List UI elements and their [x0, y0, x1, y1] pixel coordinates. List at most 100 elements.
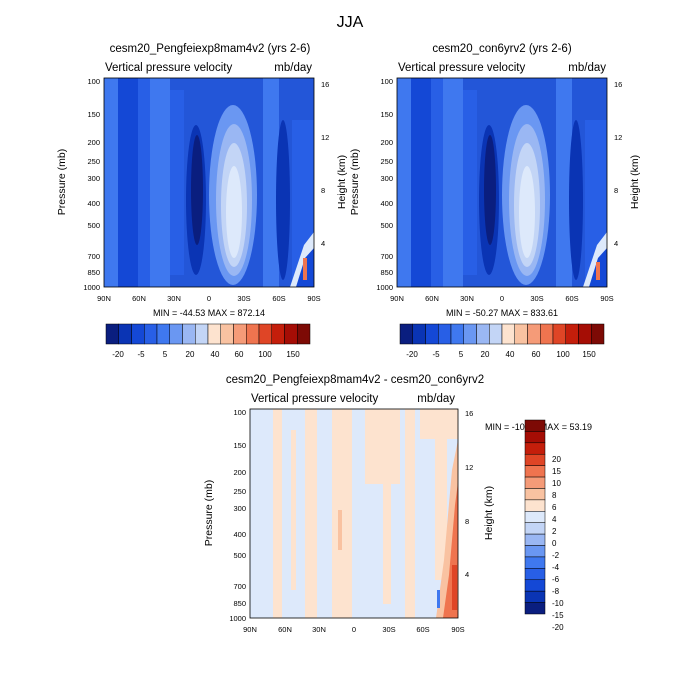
colorbar-swatch [552, 323, 566, 345]
colorbar-swatch [524, 590, 546, 603]
colorbar-label: 150 [582, 350, 596, 359]
x-tick: 0 [352, 625, 356, 634]
colorbar-swatch [489, 323, 503, 345]
panel-1-y2-ticks: 16 12 8 4 [321, 80, 329, 248]
colorbar-swatch [463, 323, 477, 345]
colorbar-label: -10 [552, 599, 564, 608]
colorbar-swatch [105, 323, 119, 345]
colorbar-swatch [524, 442, 546, 455]
colorbar-swatch [284, 323, 298, 345]
colorbar-swatch [144, 323, 158, 345]
panel-3-variable: Vertical pressure velocity [251, 393, 378, 405]
y2-tick: 4 [465, 570, 469, 579]
y2-tick: 4 [614, 239, 618, 248]
colorbar-label: 0 [552, 539, 557, 548]
y-tick: 1000 [229, 614, 246, 623]
x-tick: 0 [500, 294, 504, 303]
colorbar-swatch [524, 431, 546, 444]
x-tick: 30S [382, 625, 395, 634]
colorbar-label: 100 [258, 350, 272, 359]
panel-3-colorbar-swatches [524, 419, 546, 615]
y-tick: 250 [233, 487, 246, 496]
colorbar-label: 40 [211, 350, 220, 359]
colorbar-label: 20 [552, 455, 561, 464]
y2-tick: 12 [465, 463, 473, 472]
colorbar-swatch [501, 323, 515, 345]
panel-1-x-ticks: 90N 60N 30N 0 30S 60S 90S [97, 294, 321, 303]
panel-3-x-ticks: 90N 60N 30N 0 30S 60S 90S [243, 625, 465, 634]
x-tick: 60N [425, 294, 439, 303]
y-tick: 100 [233, 408, 246, 417]
colorbar-swatch [425, 323, 439, 345]
colorbar-swatch [524, 545, 546, 558]
x-tick: 90N [390, 294, 404, 303]
colorbar-swatch [524, 499, 546, 512]
colorbar-label: 5 [459, 350, 464, 359]
y2-tick: 4 [321, 239, 325, 248]
y-tick: 500 [380, 221, 393, 230]
x-tick: 90S [307, 294, 320, 303]
colorbar-swatch [524, 453, 546, 466]
colorbar-label: -20 [406, 350, 418, 359]
colorbar-swatch [399, 323, 413, 345]
panel-3-y2label: Height (km) [483, 486, 495, 540]
colorbar-swatch [412, 323, 426, 345]
colorbar-label: 2 [552, 527, 557, 536]
panel-1-colorbar-swatches [105, 323, 311, 345]
y-tick: 250 [87, 157, 100, 166]
colorbar-label: 20 [481, 350, 490, 359]
colorbar-swatch [195, 323, 209, 345]
y-tick: 700 [87, 252, 100, 261]
y2-tick: 16 [614, 80, 622, 89]
colorbar-swatch [524, 568, 546, 581]
colorbar-swatch [246, 323, 260, 345]
y-tick: 200 [233, 468, 246, 477]
colorbar-swatch [524, 602, 546, 615]
colorbar-swatch [524, 533, 546, 546]
panel-2-units: mb/day [568, 62, 606, 74]
colorbar-label: 60 [235, 350, 244, 359]
y-tick: 150 [233, 441, 246, 450]
y2-tick: 16 [465, 409, 473, 418]
colorbar-label: 150 [286, 350, 300, 359]
colorbar-swatch [233, 323, 247, 345]
colorbar-swatch [450, 323, 464, 345]
colorbar-swatch [207, 323, 221, 345]
colorbar-swatch [527, 323, 541, 345]
colorbar-swatch [118, 323, 132, 345]
colorbar-swatch [524, 511, 546, 523]
panel-3: cesm20_Pengfeiexp8mam4v2 - cesm20_con6yr… [203, 374, 592, 634]
panel-2-y-ticks: 100 150 200 250 300 400 500 700 850 1000 [376, 77, 393, 292]
y2-tick: 8 [614, 186, 618, 195]
panel-3-y-ticks: 100 150 200 250 300 400 500 700 850 1000 [229, 408, 246, 623]
x-tick: 30N [167, 294, 181, 303]
colorbar-label: 20 [186, 350, 195, 359]
colorbar-label: 6 [552, 503, 557, 512]
colorbar-label: 5 [163, 350, 168, 359]
panel-2-x-ticks: 90N 60N 30N 0 30S 60S 90S [390, 294, 614, 303]
colorbar-swatch [524, 488, 546, 501]
colorbar-label: 15 [552, 467, 561, 476]
y-tick: 200 [87, 138, 100, 147]
y-tick: 300 [233, 504, 246, 513]
panel-3-units: mb/day [417, 393, 455, 405]
panel-3-ylabel: Pressure (mb) [203, 480, 215, 547]
panel-1-y-ticks: 100 150 200 250 300 400 500 700 850 1000 [83, 77, 100, 292]
y-tick: 500 [87, 221, 100, 230]
panel-3-plot [249, 408, 459, 619]
y2-tick: 12 [321, 133, 329, 142]
colorbar-swatch [271, 323, 285, 345]
panel-2-colorbar: -20 -5 5 20 40 60 100 150 [399, 323, 605, 359]
x-tick: 60N [278, 625, 292, 634]
panel-1-plot [103, 77, 315, 288]
x-tick: 90S [600, 294, 613, 303]
colorbar-label: -8 [552, 587, 560, 596]
colorbar-label: -20 [112, 350, 124, 359]
panel-2-y2-ticks: 16 12 8 4 [614, 80, 622, 248]
panel-3-y2-ticks: 16 12 8 4 [465, 409, 473, 579]
panel-2-ylabel: Pressure (mb) [349, 149, 361, 216]
y-tick: 1000 [83, 283, 100, 292]
y-tick: 150 [380, 110, 393, 119]
figure-title: JJA [337, 14, 364, 31]
